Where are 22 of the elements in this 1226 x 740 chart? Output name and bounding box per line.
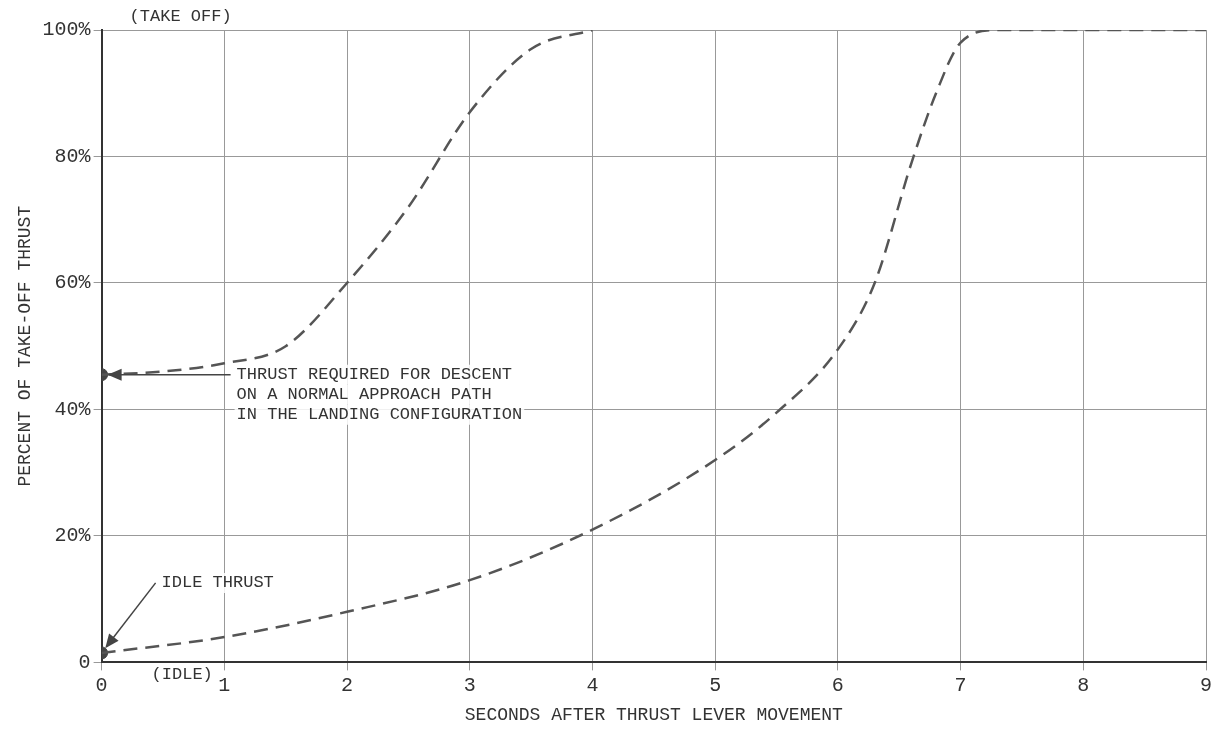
x-tick-label: 0 <box>95 673 108 697</box>
text: (IDLE) <box>151 664 213 684</box>
x-tick-label: 1 <box>218 673 231 697</box>
annotation: THRUST REQUIRED FOR DESCENT ON A NORMAL APPROACH PATH IN THE LANDING CONFIGURATION <box>236 365 523 425</box>
y-tick-label: 60% <box>54 271 92 295</box>
text: (TAKE OFF) <box>129 6 232 26</box>
y-tick-label: 20% <box>54 524 92 548</box>
x-tick-label: 7 <box>954 673 967 697</box>
x-tick-label: 6 <box>831 673 844 697</box>
x-tick-label: 8 <box>1077 673 1090 697</box>
y-tick-label: 40% <box>54 397 92 421</box>
y-tick-label: 0 <box>78 650 91 674</box>
y-tick-label: 100% <box>42 18 92 42</box>
x-tick-label: 9 <box>1199 673 1213 697</box>
x-tick-label: 4 <box>586 673 599 697</box>
y-axis-title: PERCENT OF TAKE-OFF THRUST <box>14 205 35 487</box>
x-tick-label: 2 <box>341 673 354 697</box>
x-tick-label: 3 <box>463 673 476 697</box>
annotation: IDLE THRUST <box>161 573 274 593</box>
x-tick-label: 5 <box>709 673 722 697</box>
y-tick-label: 80% <box>54 144 92 168</box>
x-axis-title: SECONDS AFTER THRUST LEVER MOVEMENT <box>464 704 844 725</box>
